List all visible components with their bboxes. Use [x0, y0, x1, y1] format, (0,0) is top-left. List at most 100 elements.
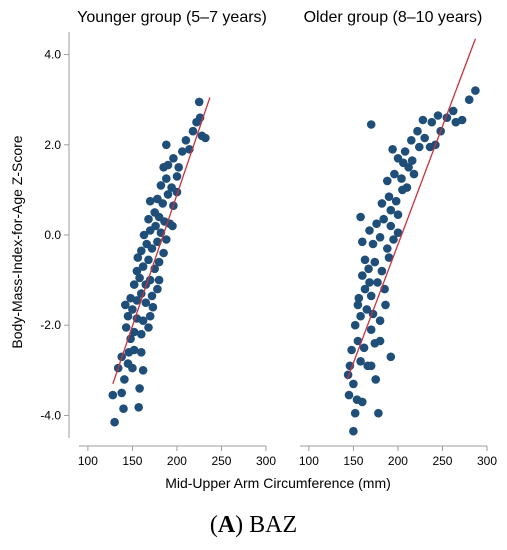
data-point-older: [386, 221, 396, 231]
x-tick-label-younger: 250: [211, 454, 231, 468]
data-point-younger: [123, 311, 133, 321]
data-point-younger: [181, 136, 191, 145]
data-point-older: [390, 169, 399, 179]
data-point-older: [344, 390, 354, 400]
data-point-older: [360, 284, 370, 294]
data-point-younger: [138, 262, 148, 271]
data-point-older: [352, 395, 362, 405]
data-point-younger: [132, 296, 142, 305]
data-point-younger: [147, 244, 157, 253]
x-tick-label-older: 200: [388, 454, 408, 468]
data-point-younger: [201, 133, 210, 143]
data-point-younger: [153, 284, 162, 294]
data-point-older: [409, 169, 419, 179]
data-point-older: [375, 316, 385, 326]
data-point-older: [415, 142, 424, 152]
data-point-younger: [134, 403, 143, 412]
data-point-older: [418, 115, 428, 125]
data-point-younger: [162, 140, 171, 150]
data-point-younger: [121, 300, 130, 310]
data-point-older: [368, 239, 378, 249]
data-point-younger: [151, 221, 160, 231]
x-tick-label-younger: 300: [256, 454, 276, 468]
data-point-older: [427, 117, 437, 127]
data-point-older: [399, 158, 408, 168]
data-point-older: [366, 325, 376, 335]
data-point-younger: [135, 273, 144, 283]
data-point-younger: [162, 174, 171, 183]
data-point-older: [362, 305, 372, 314]
data-point-older: [360, 255, 370, 265]
data-point-younger: [162, 235, 171, 244]
data-point-younger: [137, 348, 146, 357]
data-point-older: [384, 253, 394, 262]
panel-titles: Younger group (5–7 years) Older group (8…: [77, 9, 482, 26]
x-tick-label-older: 300: [477, 454, 497, 468]
x-tick-label-younger: 150: [122, 454, 142, 468]
data-point-older: [359, 343, 369, 353]
caption-text: BAZ: [249, 512, 298, 538]
data-point-younger: [168, 221, 177, 231]
data-point-older: [471, 86, 480, 95]
data-point-older: [448, 106, 458, 116]
data-point-younger: [163, 190, 173, 199]
data-point-younger: [169, 154, 178, 163]
data-point-older: [366, 291, 376, 301]
data-point-older: [366, 361, 376, 371]
panel-title-younger: Younger group (5–7 years): [77, 9, 267, 26]
data-point-younger: [135, 384, 144, 393]
data-point-younger: [139, 230, 149, 240]
data-point-younger: [147, 291, 157, 301]
data-point-older: [433, 111, 443, 120]
data-point-younger: [174, 163, 183, 172]
y-tick-label: 4.0: [44, 48, 61, 62]
x-tick-label-younger: 100: [78, 454, 98, 468]
fit-line-older: [346, 38, 477, 380]
data-point-older: [375, 336, 385, 346]
data-point-older: [413, 126, 422, 136]
data-point-younger: [154, 275, 164, 285]
data-point-older: [400, 147, 410, 156]
data-point-older: [464, 95, 474, 104]
data-point-younger: [119, 404, 128, 414]
data-point-older: [383, 244, 392, 253]
data-point-younger: [178, 147, 187, 156]
data-point-younger: [144, 214, 153, 224]
data-point-older: [349, 379, 358, 389]
data-point-younger: [124, 348, 134, 357]
data-point-younger: [132, 266, 142, 276]
y-tick-label: 2.0: [44, 138, 61, 152]
data-point-older: [389, 235, 398, 244]
data-point-younger: [172, 172, 182, 181]
data-point-younger: [154, 257, 164, 267]
data-point-older: [407, 156, 417, 165]
x-tick-label-older: 150: [343, 454, 363, 468]
data-point-younger: [137, 246, 146, 256]
data-point-older: [350, 320, 360, 330]
data-point-older: [374, 408, 383, 418]
data-point-older: [356, 311, 365, 321]
x-tick-label-older: 250: [432, 454, 452, 468]
data-point-older: [347, 345, 356, 355]
data-point-older: [373, 278, 382, 287]
data-point-younger: [156, 181, 166, 190]
data-point-younger: [138, 366, 148, 375]
data-point-younger: [108, 390, 118, 400]
data-point-older: [457, 115, 467, 125]
data-point-younger: [153, 237, 162, 247]
data-point-older: [371, 375, 381, 384]
data-point-older: [364, 264, 373, 274]
data-point-older: [375, 233, 385, 242]
data-point-older: [407, 136, 416, 145]
data-point-older: [358, 271, 367, 280]
data-point-older: [353, 300, 363, 310]
data-point-older: [356, 212, 365, 222]
y-tick-label: -4.0: [40, 408, 61, 422]
data-point-older: [381, 300, 390, 310]
data-point-older: [402, 183, 412, 192]
data-point-younger: [145, 196, 155, 206]
data-point-older: [377, 266, 387, 276]
x-tick-label-older: 100: [299, 454, 319, 468]
chart-figure: Younger group (5–7 years) Older group (8…: [9, 9, 497, 491]
data-point-older: [365, 278, 374, 287]
